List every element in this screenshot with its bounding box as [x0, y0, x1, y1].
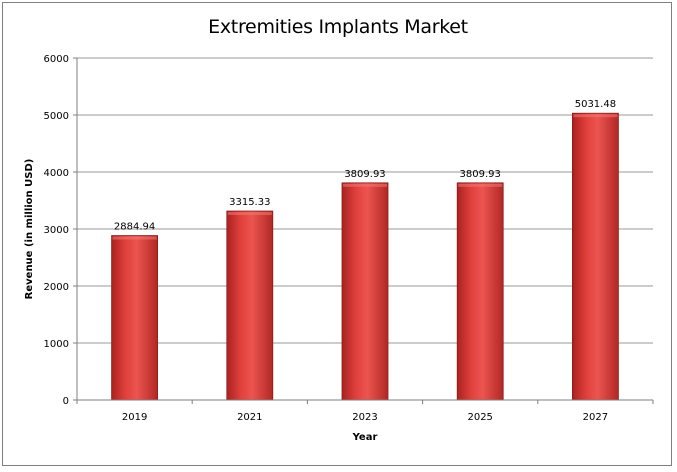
chart-title: Extremities Implants Market [208, 16, 468, 38]
y-tick-label: 5000 [44, 111, 69, 122]
bar [572, 112, 619, 401]
data-label: 3809.93 [460, 169, 501, 180]
bar [341, 182, 389, 401]
data-label: 2884.94 [114, 222, 155, 233]
x-tick-label: 2025 [467, 412, 492, 423]
y-tick-label: 1000 [44, 339, 69, 350]
y-tick-label: 3000 [44, 225, 69, 236]
x-tick-label: 2027 [583, 412, 608, 423]
data-label: 3315.33 [229, 197, 270, 208]
y-tick-label: 0 [63, 396, 69, 407]
bars [111, 112, 619, 401]
bar [456, 182, 504, 401]
x-tick-label: 2023 [352, 412, 377, 423]
bar-top-highlight [227, 212, 272, 216]
y-tick-label: 4000 [44, 168, 69, 179]
y-tick-label: 6000 [44, 54, 69, 65]
bar [111, 235, 158, 401]
bar [226, 210, 274, 401]
axes [73, 57, 654, 404]
x-axis-title: Year [352, 432, 378, 443]
x-tick-label: 2021 [237, 412, 262, 423]
y-axis-title: Revenue (in million USD) [24, 159, 35, 300]
data-label: 3809.93 [344, 169, 385, 180]
bar-top-highlight [112, 236, 157, 240]
bar-top-highlight [573, 114, 618, 118]
x-tick-label: 2019 [122, 412, 147, 423]
data-label: 5031.48 [575, 99, 616, 110]
y-tick-label: 2000 [44, 282, 69, 293]
labels: 0 1000 2000 3000 4000 5000 6000 2884.94 2019 3315… [24, 54, 616, 443]
bar-top-highlight [458, 183, 503, 187]
bar-top-highlight [343, 183, 387, 187]
